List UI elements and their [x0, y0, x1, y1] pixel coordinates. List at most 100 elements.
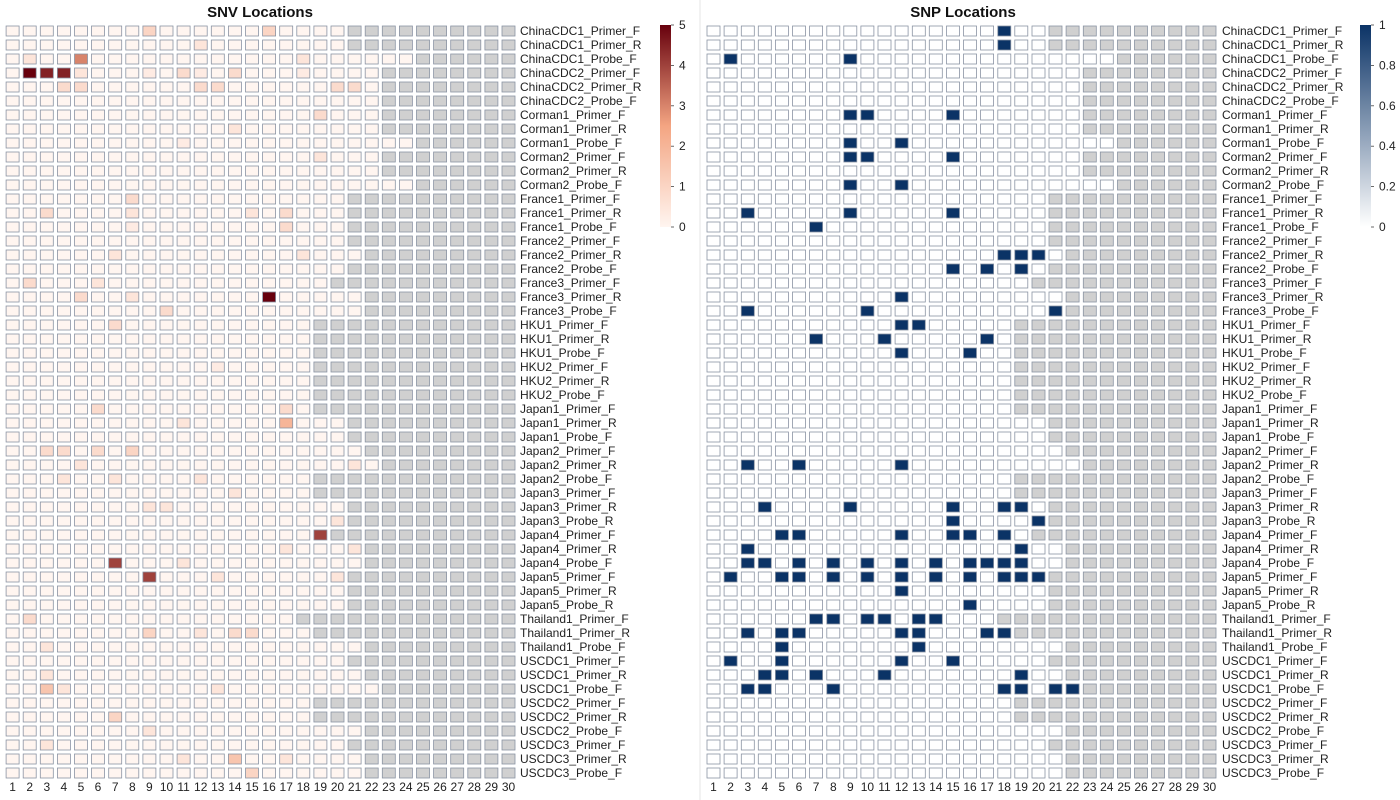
row-label: Japan3_Probe_R [1222, 514, 1316, 528]
heatmap-cell [1151, 641, 1165, 653]
heatmap-cell [963, 697, 977, 709]
column-label: 23 [382, 780, 396, 794]
heatmap-cell [142, 725, 157, 737]
heatmap-cell [757, 669, 772, 681]
heatmap-cell [860, 445, 875, 457]
heatmap-cell [809, 193, 823, 205]
heatmap-cell [125, 501, 140, 513]
heatmap-cell [775, 515, 789, 527]
heatmap-cell [809, 39, 823, 51]
heatmap-cell [1168, 627, 1183, 639]
heatmap-cell [946, 683, 960, 695]
heatmap-cell [980, 361, 994, 373]
heatmap-cell [1134, 361, 1148, 373]
heatmap-cell [980, 333, 994, 345]
heatmap-cell [723, 53, 738, 65]
heatmap-cell [142, 487, 157, 499]
heatmap-cell [467, 291, 482, 303]
heatmap-cell [125, 151, 140, 163]
heatmap-cell [928, 431, 943, 443]
heatmap-cell [1134, 599, 1148, 611]
heatmap-cell [1048, 753, 1063, 765]
heatmap-cell [159, 515, 174, 527]
heatmap-cell [997, 697, 1012, 709]
heatmap-cell [1082, 179, 1097, 191]
heatmap-cell [330, 67, 345, 79]
heatmap-cell [997, 109, 1012, 121]
heatmap-cell [706, 445, 721, 457]
heatmap-cell [296, 109, 311, 121]
row-label: Japan4_Primer_R [520, 542, 617, 556]
heatmap-cell [980, 67, 994, 79]
heatmap-cell [210, 81, 225, 93]
row-label: Corman1_Probe_F [520, 136, 622, 150]
heatmap-cell [1117, 403, 1131, 415]
heatmap-cell [980, 641, 994, 653]
heatmap-cell [262, 571, 277, 583]
heatmap-cell [1168, 389, 1183, 401]
heatmap-cell [1151, 389, 1165, 401]
heatmap-cell [1048, 193, 1063, 205]
heatmap-cell [22, 207, 37, 219]
heatmap-cell [706, 431, 721, 443]
heatmap-cell [467, 543, 482, 555]
heatmap-cell [74, 683, 88, 695]
heatmap-cell [894, 361, 909, 373]
heatmap-cell [1031, 151, 1046, 163]
heatmap-cell [706, 39, 721, 51]
heatmap-cell [347, 137, 362, 149]
row-label: USCDC3_Probe_F [1222, 766, 1324, 780]
heatmap-cell [928, 725, 943, 737]
heatmap-cell [313, 529, 328, 541]
row-label: France2_Primer_F [1222, 234, 1322, 248]
heatmap-cell [450, 403, 465, 415]
heatmap-cell [398, 515, 413, 527]
heatmap-cell [1082, 571, 1097, 583]
heatmap-cell [176, 25, 191, 37]
heatmap-cell [1014, 53, 1029, 65]
heatmap-cell [1151, 767, 1165, 779]
heatmap-cell [775, 95, 789, 107]
heatmap-cell [1031, 739, 1046, 751]
heatmap-cell [809, 319, 823, 331]
column-label: 28 [468, 780, 482, 794]
heatmap-cell [1031, 249, 1046, 261]
heatmap-cell [176, 753, 191, 765]
heatmap-cell [176, 627, 191, 639]
heatmap-cell [1151, 431, 1165, 443]
heatmap-cell [1099, 305, 1114, 317]
heatmap-cell [279, 207, 294, 219]
heatmap-cell [1099, 179, 1114, 191]
heatmap-cell [313, 137, 328, 149]
heatmap-cell [1117, 53, 1131, 65]
heatmap-cell [416, 473, 430, 485]
heatmap-cell [963, 501, 977, 513]
heatmap-cell [706, 305, 721, 317]
heatmap-cell [108, 151, 123, 163]
heatmap-cell [963, 459, 977, 471]
heatmap-cell [467, 767, 482, 779]
heatmap-cell [946, 417, 960, 429]
heatmap-cell [946, 459, 960, 471]
heatmap-cell [296, 53, 311, 65]
heatmap-cell [1202, 81, 1217, 93]
heatmap-cell [39, 165, 54, 177]
heatmap-cell [723, 543, 738, 555]
heatmap-cell [1151, 361, 1165, 373]
row-label: France1_Primer_R [1222, 206, 1324, 220]
heatmap-cell [484, 375, 499, 387]
heatmap-cell [911, 683, 926, 695]
heatmap-cell [22, 123, 37, 135]
heatmap-cell [398, 403, 413, 415]
heatmap-cell [39, 515, 54, 527]
heatmap-cell [911, 263, 926, 275]
heatmap-cell [946, 515, 960, 527]
heatmap-cell [928, 319, 943, 331]
heatmap-cell [1065, 641, 1080, 653]
heatmap-cell [1065, 235, 1080, 247]
heatmap-cell [245, 333, 259, 345]
heatmap-cell [245, 193, 259, 205]
heatmap-cell [210, 557, 225, 569]
heatmap-cell [946, 305, 960, 317]
heatmap-cell [22, 431, 37, 443]
